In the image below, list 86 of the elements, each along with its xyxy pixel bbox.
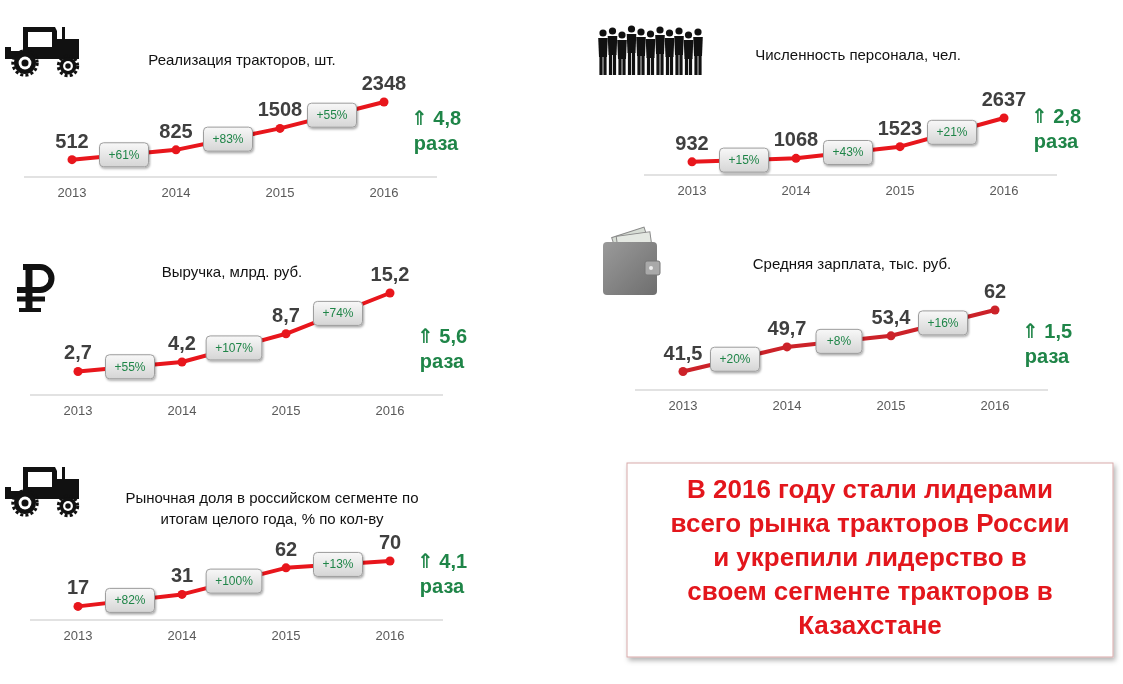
annotation: +8% (826, 334, 852, 349)
x-tick-label: 2016 (375, 628, 405, 643)
annotation: +61% (108, 147, 140, 162)
data-label: 1508 (257, 98, 303, 121)
point (678, 367, 688, 377)
x-tick-label: 2015 (265, 185, 295, 200)
data-label: 8,7 (272, 303, 300, 326)
point (73, 366, 83, 376)
point (385, 288, 395, 298)
annotation: +13% (322, 557, 354, 572)
x-tick-label: 2014 (781, 183, 811, 198)
data-label: 62 (274, 537, 298, 560)
point (895, 142, 905, 152)
annotation: +43% (832, 145, 864, 160)
x-tick-label: 2014 (167, 628, 197, 643)
annotation: +55% (114, 359, 146, 374)
point (999, 113, 1009, 123)
point (385, 556, 395, 566)
x-tick-label: 2015 (876, 398, 906, 413)
x-tick-label: 2014 (161, 185, 191, 200)
annotation: +74% (322, 306, 354, 321)
x-tick-label: 2013 (677, 183, 707, 198)
data-label: 512 (55, 129, 89, 152)
data-label: 31 (170, 564, 194, 587)
chart-title: Численность персонала, чел. (755, 46, 961, 63)
data-label: 1523 (877, 116, 923, 139)
x-tick-label: 2015 (271, 628, 301, 643)
x-tick-label: 2013 (63, 628, 93, 643)
chart-title: Средняя зарплата, тыс. руб. (752, 255, 952, 272)
x-tick-label: 2014 (167, 403, 197, 418)
annotation: ⇑ 4,1 раза (416, 550, 468, 597)
data-label: 62 (983, 280, 1007, 302)
chart-title: Рыночная доля в российском сегменте по итогам целого года, % по кол-ву (125, 489, 419, 527)
point (782, 342, 792, 352)
annotation: +20% (719, 352, 751, 367)
point (281, 563, 291, 573)
point (791, 153, 801, 163)
annotation: ⇑ 4,8 раза (410, 107, 462, 154)
chart-title: Выручка, млрд. руб. (161, 263, 303, 280)
data-label: 4,2 (168, 332, 196, 355)
annotation: +21% (936, 125, 968, 140)
point (177, 589, 187, 599)
point (171, 145, 181, 155)
annotation: +107% (215, 340, 254, 355)
x-tick-label: 2016 (989, 183, 1019, 198)
data-label: 17 (66, 576, 90, 599)
annotation: +55% (316, 108, 348, 123)
point (886, 331, 896, 341)
point (379, 97, 389, 107)
data-label: 2637 (981, 88, 1027, 110)
chart-title: Реализация тракторов, шт. (148, 51, 336, 68)
x-tick-label: 2016 (375, 403, 405, 418)
data-label: 2,7 (64, 341, 92, 364)
point (177, 357, 187, 367)
data-label: 1068 (773, 128, 819, 151)
data-label: 49,7 (767, 316, 807, 339)
data-label: 932 (675, 131, 709, 154)
data-label: 2348 (361, 72, 407, 94)
x-tick-label: 2015 (885, 183, 915, 198)
point (67, 155, 77, 165)
point (73, 601, 83, 611)
point (281, 329, 291, 339)
x-tick-label: 2016 (369, 185, 399, 200)
x-tick-label: 2013 (63, 403, 93, 418)
x-tick-label: 2013 (668, 398, 698, 413)
annotation: +16% (927, 315, 959, 330)
data-label: 53,4 (871, 305, 912, 328)
annotation: ⇑ 2,8 раза (1030, 105, 1082, 152)
point (990, 305, 1000, 315)
annotation: +82% (114, 593, 146, 608)
data-label: 41,5 (663, 341, 703, 364)
annotation: +83% (212, 132, 244, 147)
point (687, 157, 697, 167)
x-tick-label: 2016 (980, 398, 1010, 413)
annotation: ⇑ 1,5 раза (1021, 320, 1073, 367)
data-label: 70 (378, 531, 402, 553)
annotation: +100% (215, 574, 254, 589)
x-tick-label: 2015 (271, 403, 301, 418)
data-label: 15,2 (370, 263, 410, 285)
data-label: 825 (159, 119, 193, 142)
x-tick-label: 2014 (772, 398, 802, 413)
x-tick-label: 2013 (57, 185, 87, 200)
annotation: ⇑ 5,6 раза (416, 325, 468, 372)
annotation: +15% (728, 153, 760, 168)
text: В 2016 году стали лидерами всего рынка тракторов России и укрепили лидерство в своем сегменте тракторов в Казахстане (670, 474, 1070, 640)
point (275, 123, 285, 133)
